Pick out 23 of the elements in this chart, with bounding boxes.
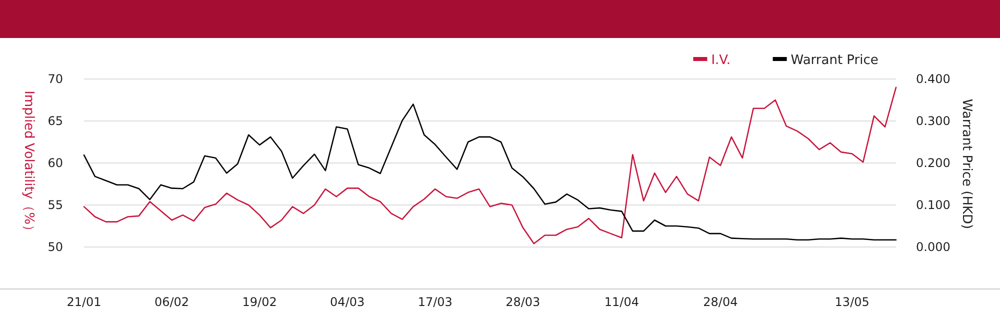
y2-tick-label: 0.100 (916, 198, 950, 212)
x-tick-label: 04/03 (330, 295, 365, 309)
y-tick-label: 60 (48, 156, 63, 170)
y2-tick-label: 0.000 (916, 240, 950, 254)
x-tick-label: 28/04 (703, 295, 738, 309)
y-tick-label: 55 (48, 198, 63, 212)
x-tick-label: 19/02 (242, 295, 277, 309)
x-tick-label: 13/05 (834, 295, 870, 309)
legend-label: I.V. (711, 53, 731, 68)
x-tick-label: 28/03 (506, 295, 540, 309)
x-tick-label: 06/02 (154, 295, 190, 309)
y2-axis-title: Warrant Price (HKD) (959, 98, 974, 230)
y-tick-label: 50 (48, 240, 63, 254)
y2-tick-label: 0.300 (916, 114, 950, 128)
y-tick-label: 65 (48, 114, 63, 128)
x-tick-label: 17/03 (418, 295, 452, 309)
x-tick-label: 11/04 (604, 295, 639, 309)
y-tick-label: 70 (48, 72, 63, 86)
y-axis-title: Implied Volatility（%） (21, 90, 36, 238)
y2-tick-label: 0.400 (916, 72, 950, 86)
legend-label: Warrant Price (790, 53, 878, 68)
x-tick-label: 21/01 (66, 295, 102, 309)
y2-tick-label: 0.200 (916, 156, 950, 170)
